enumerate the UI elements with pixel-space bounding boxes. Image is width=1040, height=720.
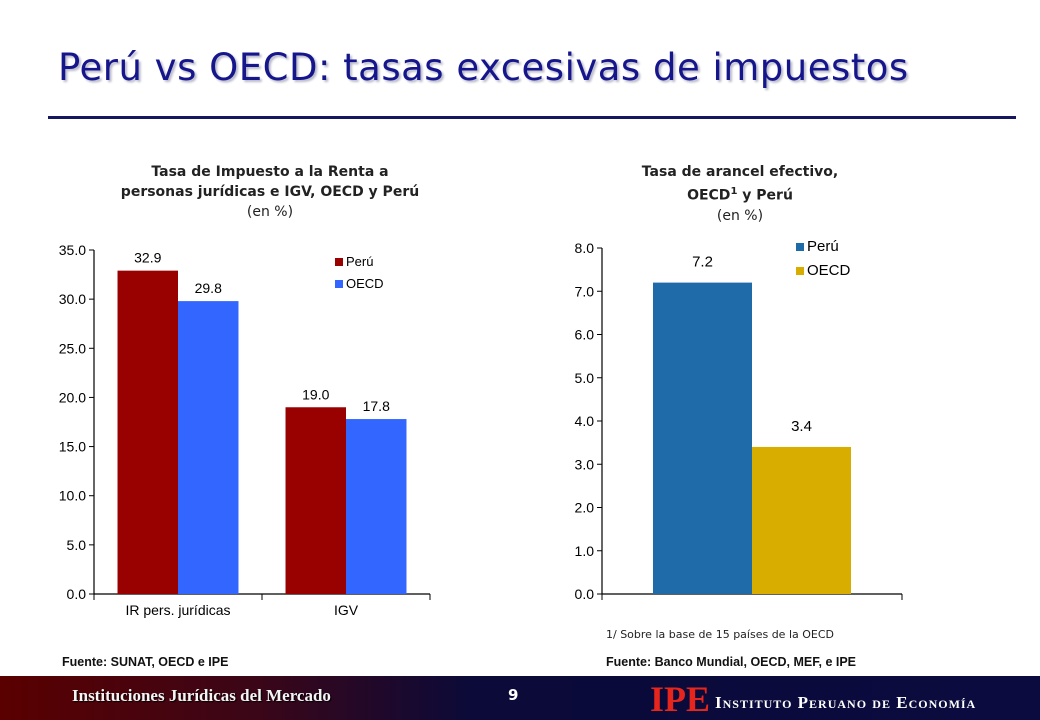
- slide-title: Perú vs OECD: tasas excesivas de impuest…: [58, 46, 909, 89]
- right-chart-title: Tasa de arancel efectivo, OECD1 y Perú (…: [540, 162, 940, 226]
- x-tick-label: IGV: [334, 602, 359, 618]
- y-tick-label: 5.0: [67, 537, 87, 553]
- ipe-logo-name: Instituto Peruano de Economía: [715, 693, 977, 712]
- legend-label: Perú: [346, 254, 373, 269]
- right-chart-subtitle: (en %): [716, 207, 764, 224]
- bar-oecd: [178, 301, 239, 594]
- x-tick-label: IR pers. jurídicas: [125, 602, 230, 618]
- page-number: 9: [508, 686, 519, 704]
- legend-label: OECD: [346, 276, 384, 291]
- title-rule: [48, 116, 1016, 119]
- legend-swatch: [335, 258, 343, 266]
- y-tick-label: 30.0: [59, 291, 86, 307]
- bar-oecd: [346, 419, 407, 594]
- right-chart-title-footnote-mark: 1: [730, 186, 738, 197]
- right-chart-footnote: 1/ Sobre la base de 15 países de la OECD: [606, 628, 834, 641]
- left-chart-subtitle: (en %): [246, 204, 294, 220]
- right-chart-title-line2: OECD1 y Perú: [540, 182, 940, 206]
- left-chart-title-line2: personas jurídicas e IGV, OECD y Perú: [120, 184, 420, 200]
- right-chart-source: Fuente: Banco Mundial, OECD, MEF, e IPE: [606, 655, 857, 669]
- y-tick-label: 10.0: [59, 488, 86, 504]
- y-tick-label: 0.0: [67, 586, 87, 602]
- y-tick-label: 25.0: [59, 340, 86, 356]
- data-label: 19.0: [302, 386, 329, 402]
- bar-per: [117, 270, 178, 594]
- legend-swatch: [335, 280, 343, 288]
- left-chart-title-line1: Tasa de Impuesto a la Renta a: [151, 164, 389, 180]
- y-tick-label: 15.0: [59, 439, 86, 455]
- bar-per: [285, 407, 346, 594]
- footer-institution-label: Instituciones Jurídicas del Mercado: [72, 686, 331, 705]
- data-label: 32.9: [134, 250, 161, 266]
- left-chart-source: Fuente: SUNAT, OECD e IPE: [62, 655, 229, 669]
- footer-bar: [0, 676, 1040, 720]
- right-chart-title-peru: y Perú: [737, 187, 793, 204]
- data-label: 17.8: [363, 398, 390, 414]
- data-label: 29.8: [195, 280, 222, 296]
- right-chart-title-oecd: OECD: [687, 187, 731, 204]
- y-tick-label: 20.0: [59, 389, 86, 405]
- left-chart-title: Tasa de Impuesto a la Renta a personas j…: [60, 162, 480, 222]
- y-tick-label: 35.0: [59, 242, 86, 258]
- ipe-logo: IPE: [650, 679, 711, 719]
- right-chart-title-line1: Tasa de arancel efectivo,: [641, 164, 839, 180]
